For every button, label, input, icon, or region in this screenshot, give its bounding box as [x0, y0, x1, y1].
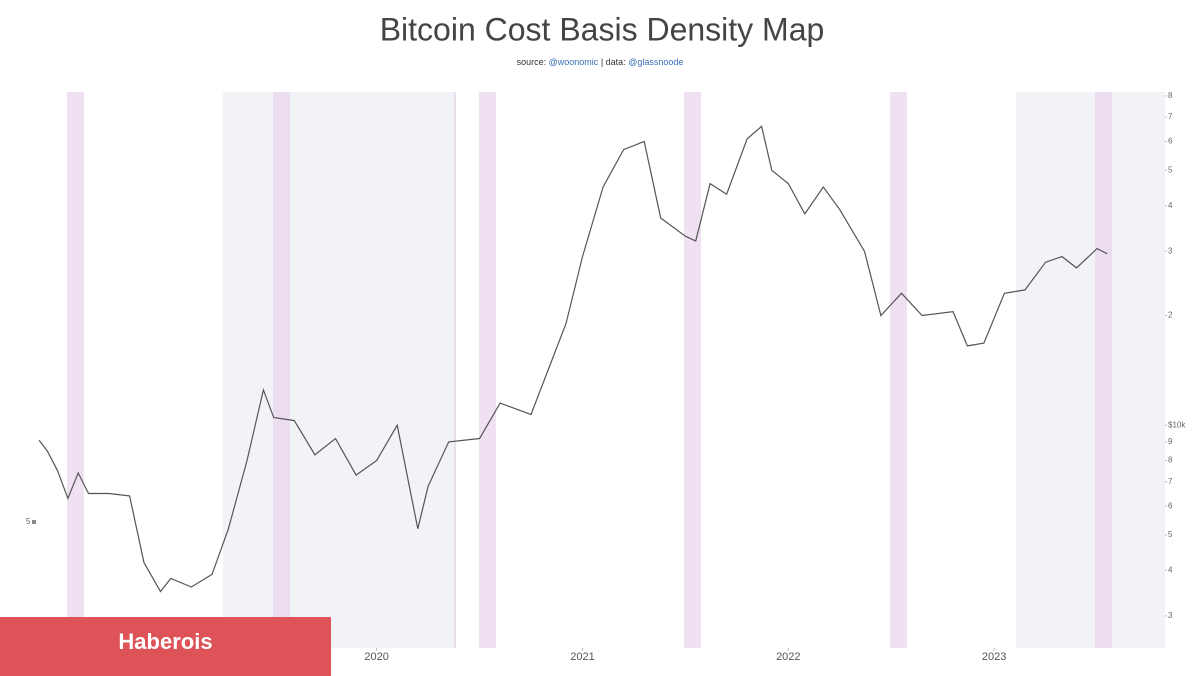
y-tick-label: 6 — [1168, 501, 1173, 510]
x-tick-label: 2022 — [776, 651, 800, 663]
band — [1095, 92, 1112, 648]
subtitle: source: @woonomic | data: @glassnoode — [0, 57, 1200, 67]
source: @woonomic — [548, 57, 599, 67]
source-label: source: — [516, 57, 547, 67]
watermark: Haberois — [0, 617, 331, 676]
x-tick-label: 2020 — [364, 651, 388, 663]
bands — [67, 92, 1112, 648]
y-tick-label: 5 — [1168, 165, 1173, 174]
data-label: | data: — [600, 57, 626, 67]
band — [479, 92, 496, 648]
y-tick-label: 2 — [1168, 311, 1173, 320]
left-marker — [32, 520, 36, 524]
y-tick-label: 8 — [1168, 91, 1173, 100]
y-tick-label: 7 — [1168, 112, 1173, 121]
band — [67, 92, 84, 648]
y-tick-label: 9 — [1168, 437, 1173, 446]
band — [684, 92, 701, 648]
y-tick-label: 4 — [1168, 565, 1173, 574]
shaded-region — [223, 92, 455, 648]
price-line — [38, 125, 1108, 593]
y-tick-label: 5 — [1168, 530, 1173, 539]
x-tick-label: 2021 — [570, 651, 594, 663]
band — [890, 92, 907, 648]
left-label: 5 — [26, 517, 31, 526]
chart-title: Bitcoin Cost Basis Density Map — [380, 11, 825, 47]
data-source: @glassnoode — [628, 57, 684, 67]
plot-area — [37, 92, 1165, 648]
y-tick-label: 7 — [1168, 477, 1173, 486]
y-tick-label: 3 — [1168, 611, 1173, 620]
y-tick-label: 4 — [1168, 201, 1173, 210]
y-tick-label: 3 — [1168, 246, 1173, 255]
shaded-region — [1016, 92, 1165, 648]
y-tick-label: 6 — [1168, 137, 1173, 146]
y-tick-label: $10k — [1168, 420, 1186, 429]
band — [273, 92, 290, 648]
y-tick-label: 8 — [1168, 456, 1173, 465]
x-tick-label: 2023 — [982, 651, 1006, 663]
